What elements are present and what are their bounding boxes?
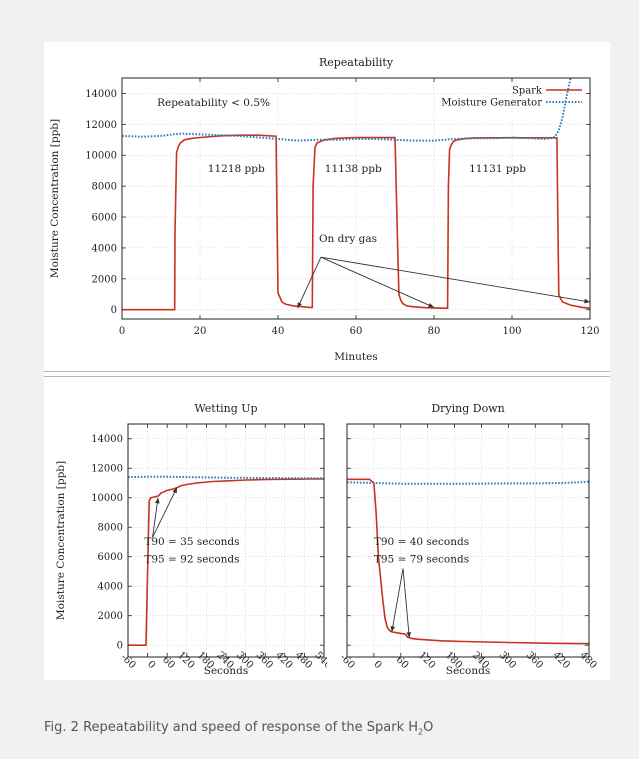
caption-subscript: 2 <box>418 727 424 737</box>
annotation-arrowhead <box>297 302 302 309</box>
annotation-repeatability-0-5: Repeatability < 0.5% <box>157 97 270 109</box>
y-tick-label: 2000 <box>98 611 123 622</box>
repeatability-chart: 0 20 40 60 80 100 120 0 2000 4000 6000 8000 10000 120… <box>49 56 600 363</box>
x-tick-label: 420 <box>550 650 571 671</box>
y-tick-label: 12000 <box>91 464 123 475</box>
x-tick-label: 120 <box>580 326 599 337</box>
x-tick-label: 420 <box>273 650 294 671</box>
annotation-arrow <box>320 256 435 308</box>
caption-suffix: O <box>423 720 434 735</box>
annotation-arrow <box>297 257 322 309</box>
y-axis-label: Moisture Concentration [ppb] <box>55 461 67 620</box>
y-tick-label: 14000 <box>85 89 117 100</box>
plot-frame <box>121 77 591 320</box>
annotation-on-dry-gas: On dry gas <box>319 233 377 245</box>
chart-title: Repeatability <box>319 56 394 69</box>
annotation-arrow <box>391 568 404 633</box>
y-tick-label: 6000 <box>98 552 123 563</box>
annotation-t90-40-seconds: T90 = 40 seconds <box>374 536 469 548</box>
x-axis-label: Seconds <box>204 665 248 677</box>
annotation-arrow <box>152 487 178 538</box>
series-line-spark <box>347 478 589 645</box>
x-tick-label: 360 <box>254 650 275 671</box>
caption-prefix: Fig. 2 Repeatability and speed of respon… <box>44 720 419 735</box>
annotation-arrowhead <box>155 497 160 504</box>
annotation-t95-92-seconds: T95 = 92 seconds <box>144 554 239 566</box>
plot-frame <box>346 423 590 658</box>
plot-frame <box>127 423 325 658</box>
annotation-t90-35-seconds: T90 = 35 seconds <box>144 536 239 548</box>
annotation-arrow <box>320 256 591 303</box>
x-tick-label: 480 <box>577 650 598 671</box>
annotation-arrowhead <box>390 626 396 632</box>
y-tick-label: 4000 <box>92 243 117 254</box>
series-line-moisture-generator <box>122 78 572 142</box>
y-tick-label: 10000 <box>91 493 123 504</box>
annotation-arrow <box>402 568 410 638</box>
series-line-spark <box>128 478 324 647</box>
y-tick-label: 8000 <box>92 182 117 193</box>
figure-image: 0 20 40 60 80 100 120 0 2000 4000 6000 8000 10000 120… <box>44 42 610 680</box>
y-tick-label: 0 <box>111 305 117 316</box>
figure-caption: Fig. 2 Repeatability and speed of respon… <box>44 720 604 737</box>
y-axis-label: Moisture Concentration [ppb] <box>49 119 61 278</box>
annotation-arrowhead <box>584 298 590 304</box>
x-tick-label: 0 <box>119 326 125 337</box>
x-tick-label: 40 <box>272 326 285 337</box>
y-tick-label: 2000 <box>92 274 117 285</box>
annotation-11131-ppb: 11131 ppb <box>469 163 526 175</box>
annotation-11218-ppb: 11218 ppb <box>208 163 265 175</box>
x-tick-label: 540 <box>312 650 327 671</box>
x-tick-label: 0 <box>145 659 157 671</box>
x-axis-label: Seconds <box>446 665 490 677</box>
x-tick-label: 360 <box>524 650 545 671</box>
wetting-up-chart: -60 0 601201802403003604204805400200040006… <box>55 402 327 677</box>
annotation-arrow <box>152 497 159 538</box>
chart-divider <box>44 371 610 377</box>
x-tick-label: 80 <box>428 326 441 337</box>
chart-title: Wetting Up <box>194 402 257 415</box>
y-tick-label: 0 <box>117 641 123 652</box>
chart-title: Drying Down <box>431 402 504 415</box>
annotation-arrowhead <box>428 303 434 308</box>
x-tick-label: 100 <box>502 326 521 337</box>
y-tick-label: 8000 <box>98 523 123 534</box>
annotation-arrowhead <box>172 487 177 494</box>
annotation-11138-ppb: 11138 ppb <box>325 163 382 175</box>
legend-label-spark: Spark <box>512 86 543 97</box>
x-tick-label: 20 <box>194 326 207 337</box>
y-tick-label: 6000 <box>92 213 117 224</box>
y-tick-label: 14000 <box>91 434 123 445</box>
annotation-t95-79-seconds: T95 = 79 seconds <box>374 554 469 566</box>
series-line-moisture-generator <box>128 475 324 480</box>
x-axis-label: Minutes <box>334 351 377 363</box>
x-tick-label: 480 <box>293 650 314 671</box>
y-tick-label: 4000 <box>98 582 123 593</box>
x-tick-label: 120 <box>175 650 196 671</box>
y-tick-label: 10000 <box>85 151 117 162</box>
x-tick-label: 0 <box>371 659 383 671</box>
legend-label-moisture-generator: Moisture Generator <box>441 98 542 109</box>
x-tick-label: 120 <box>416 650 437 671</box>
x-tick-label: 300 <box>497 650 518 671</box>
annotation-arrowhead <box>406 632 412 638</box>
y-tick-label: 12000 <box>85 120 117 131</box>
series-line-moisture-generator <box>347 480 589 485</box>
x-tick-label: 60 <box>350 326 363 337</box>
